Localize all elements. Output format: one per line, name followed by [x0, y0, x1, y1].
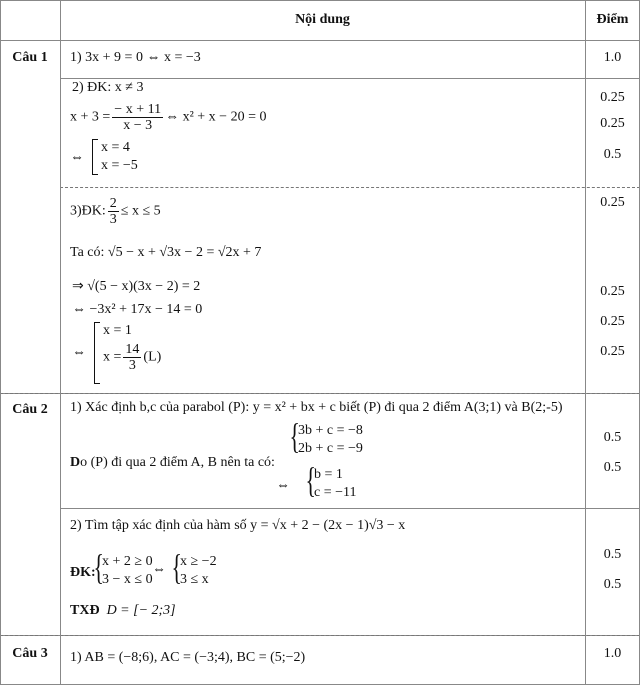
q3-part1: 1) AB = (−8;6), AC = (−3;4), BC = (5;−2) [70, 650, 306, 665]
divider [0, 635, 640, 636]
equiv-symbol: ⇔ [276, 478, 290, 493]
q1-part1: 1) 3x + 9 = 0 ⇔ x = −3 [70, 50, 201, 65]
equiv-symbol: ⇔ [72, 345, 86, 360]
q1-part2-equation: x + 3 = − x + 11 x − 3 ⇔ x² + x − 20 = 0 [70, 102, 267, 133]
score: 0.5 [603, 547, 622, 562]
equiv-symbol: ⇔ [70, 150, 84, 165]
header-content: Nội dung [295, 12, 350, 27]
question-1-label: Câu 1 [12, 50, 48, 65]
header-score: Điểm [596, 12, 629, 27]
q2-dk-system-1: x + 2 ≥ 03 − x ≤ 0 [94, 553, 153, 589]
score: 0.25 [600, 314, 625, 329]
q2-system-1: 3b + c = −82b + c = −9 [290, 422, 363, 458]
q2-system-2: b = 1c = −11 [306, 466, 357, 502]
divider [0, 393, 640, 394]
score: 0.5 [603, 577, 622, 592]
q1-part3-step1: ⇒ √(5 − x)(3x − 2) = 2 [72, 279, 201, 294]
border [0, 0, 640, 1]
score: 0.25 [600, 344, 625, 359]
border [585, 0, 586, 685]
q2-domain: TXĐ D = [− 2;3] [70, 603, 176, 618]
score: 1.0 [603, 50, 622, 65]
score: 1.0 [603, 646, 622, 661]
q2-part1-reason: Do (P) đi qua 2 điểm A, B nên ta có: [70, 455, 275, 470]
score: 0.25 [600, 284, 625, 299]
score: 0.25 [600, 90, 625, 105]
score: 0.5 [603, 430, 622, 445]
q1-part3-solution: x = 1 x = 14 3 (L) [94, 322, 161, 384]
border [60, 78, 640, 79]
border [0, 40, 640, 41]
divider [60, 187, 640, 188]
border [60, 0, 61, 685]
score: 0.25 [600, 195, 625, 210]
question-3-label: Câu 3 [12, 646, 48, 661]
score: 0.5 [603, 147, 622, 162]
q2-dk-label: ĐK: [70, 565, 96, 580]
q1-part3-step2: ⇔ −3x² + 17x − 14 = 0 [72, 302, 203, 317]
q1-part3-equation: Ta có: √5 − x + √3x − 2 = √2x + 7 [70, 245, 262, 260]
equiv-symbol: ⇔ [152, 562, 166, 577]
question-2-label: Câu 2 [12, 402, 48, 417]
q1-part2-condition: 2) ĐK: x ≠ 3 [72, 80, 144, 95]
border [0, 0, 1, 685]
score: 0.5 [603, 460, 622, 475]
q1-part3-condition: 3)ĐK: 2 3 ≤ x ≤ 5 [70, 196, 161, 227]
q2-dk-system-2: x ≥ −23 ≤ x [172, 553, 217, 589]
q2-part1: 1) Xác định b,c của parabol (P): y = x² … [70, 400, 563, 415]
score: 0.25 [600, 116, 625, 131]
q2-part2: 2) Tìm tập xác định của hàm số y = √x + … [70, 518, 406, 533]
border [60, 508, 640, 509]
